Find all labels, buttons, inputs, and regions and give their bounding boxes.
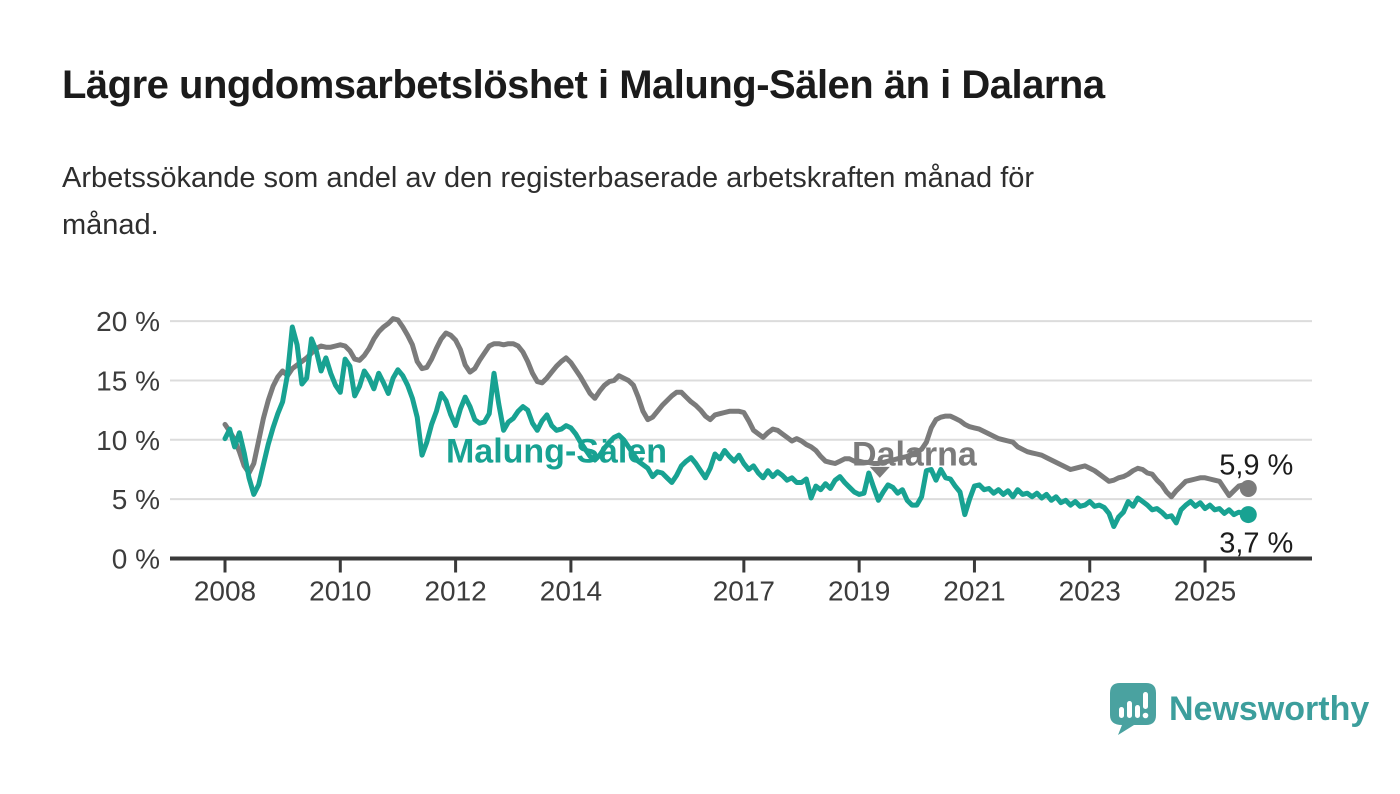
newsworthy-logo: Newsworthy [1110,683,1369,735]
series-line-dalarna [222,316,1251,500]
x-axis-label-2023: 2023 [1059,576,1121,607]
x-axis-label-2012: 2012 [424,576,486,607]
x-axis-label-2008: 2008 [194,576,256,607]
y-axis-label-20: 20 % [96,306,160,337]
series-line-malung-s-len [222,324,1251,529]
x-axis-label-2010: 2010 [309,576,371,607]
bar-chart-glyph [1119,692,1149,719]
series-label-caret-dalarna [869,466,890,478]
x-axis-label-2021: 2021 [943,576,1005,607]
page-title: Lägre ungdomsarbetslöshet i Malung-Sälen… [62,63,1105,107]
x-axis-label-2019: 2019 [828,576,890,607]
chart-subtitle: Arbetssökande som andel av den registerb… [62,155,1242,249]
newsworthy-bubble-icon [1110,683,1156,735]
x-axis-label-2014: 2014 [540,576,602,607]
x-axis-label-2025: 2025 [1174,576,1236,607]
series-end-dot-malung-s-len [1239,506,1257,524]
subtitle-line-1: Arbetssökande som andel av den registerb… [62,162,1035,194]
newsworthy-wordmark: Newsworthy [1169,689,1370,728]
y-axis-label-10: 10 % [96,425,160,456]
y-axis-label-5: 5 % [112,484,160,515]
y-axis-label-15: 15 % [96,365,160,396]
y-axis-label-0: 0 % [112,544,160,575]
subtitle-line-2: månad. [62,208,159,241]
end-value-label-dalarna: 5,9 % [1219,449,1293,481]
x-axis-label-2017: 2017 [713,576,775,607]
speech-bubble-shape [1110,683,1156,735]
series-label-malung-s-len: Malung-Sälen [446,432,667,470]
end-value-label-malung-s-len: 3,7 % [1219,528,1293,560]
series-end-dot-dalarna [1239,479,1257,497]
